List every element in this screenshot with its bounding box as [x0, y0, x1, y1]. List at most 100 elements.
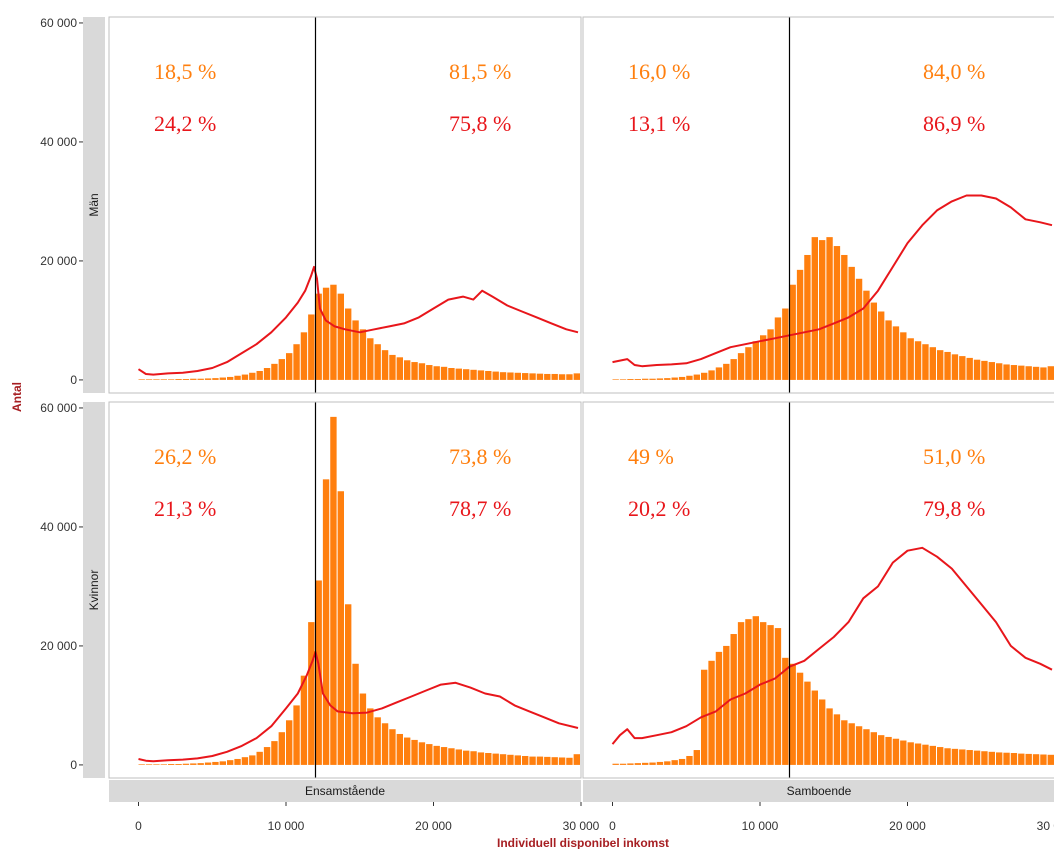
histogram-bar	[929, 745, 936, 765]
histogram-bar	[634, 379, 641, 380]
histogram-bar	[507, 372, 514, 380]
histogram-bar	[634, 763, 641, 765]
histogram-bar	[293, 705, 300, 765]
histogram-bar	[730, 359, 737, 380]
histogram-bar	[300, 332, 308, 380]
histogram-bar	[204, 378, 212, 380]
column-facet-strip	[109, 780, 581, 802]
y-tick-label: 60 000	[40, 401, 77, 415]
histogram-bar	[730, 634, 737, 765]
histogram-bar	[522, 373, 529, 380]
histogram-bar	[470, 751, 477, 765]
histogram-bar	[922, 344, 929, 380]
histogram-bar	[529, 373, 536, 380]
histogram-bar	[656, 378, 664, 380]
histogram-bar	[907, 338, 914, 380]
histogram-bar	[153, 764, 160, 765]
histogram-bar	[804, 681, 811, 765]
histogram-bar	[944, 748, 951, 765]
histogram-bar	[212, 761, 219, 765]
histogram-bar	[1032, 366, 1040, 380]
histogram-bar	[811, 237, 818, 380]
histogram-bar	[951, 354, 959, 380]
histogram-bar	[1025, 753, 1032, 765]
histogram-bar	[988, 751, 995, 765]
histogram-bar	[433, 745, 440, 765]
histogram-bar	[988, 362, 995, 380]
histogram-bar	[175, 764, 182, 765]
histogram-bar	[996, 752, 1003, 765]
histogram-bar	[922, 744, 929, 765]
histogram-bar	[723, 363, 730, 380]
histogram-bar	[455, 749, 462, 765]
histogram-bar	[234, 375, 241, 380]
histogram-bar	[804, 254, 811, 380]
histogram-bar	[966, 750, 973, 765]
column-facet-strip	[583, 780, 1054, 802]
histogram-bar	[789, 284, 796, 380]
histogram-bar	[693, 750, 700, 765]
right-share-label-red: 75,8 %	[449, 111, 511, 136]
histogram-bar	[627, 379, 634, 380]
y-tick-label: 20 000	[40, 639, 77, 653]
histogram-bar	[1010, 753, 1018, 765]
histogram-bar	[1025, 366, 1032, 380]
histogram-bar	[678, 376, 686, 380]
histogram-bar	[536, 373, 544, 380]
histogram-bar	[241, 757, 249, 765]
left-share-label-orange: 16,0 %	[628, 59, 690, 84]
histogram-bar	[153, 379, 160, 380]
histogram-bar	[551, 373, 558, 380]
histogram-bar	[612, 763, 619, 765]
histogram-bar	[573, 754, 580, 765]
histogram-bar	[175, 379, 182, 380]
histogram-bar	[642, 762, 649, 765]
histogram-bar	[1003, 752, 1010, 765]
histogram-bar	[789, 663, 796, 765]
histogram-bar	[345, 604, 352, 765]
histogram-bar	[455, 368, 462, 380]
histogram-bar	[190, 763, 197, 765]
right-share-label-orange: 84,0 %	[923, 59, 985, 84]
y-tick-label: 0	[70, 373, 77, 387]
histogram-bar	[870, 302, 877, 380]
histogram-bar	[160, 379, 167, 380]
column-facet-label: Samboende	[787, 784, 852, 798]
histogram-bar	[138, 764, 145, 765]
histogram-bar	[470, 369, 477, 380]
histogram-bar	[477, 752, 485, 765]
histogram-bar	[737, 622, 745, 765]
histogram-bar	[774, 628, 782, 765]
histogram-bar	[204, 762, 212, 765]
histogram-bar	[300, 675, 308, 765]
histogram-bar	[715, 367, 723, 380]
histogram-bar	[551, 757, 558, 765]
histogram-bar	[337, 491, 344, 765]
histogram-bar	[308, 622, 315, 765]
histogram-bar	[760, 335, 767, 380]
histogram-bar	[1010, 365, 1018, 380]
histogram-bar	[767, 625, 774, 765]
panel-border	[108, 401, 582, 779]
histogram-bar	[404, 737, 411, 765]
histogram-bar	[981, 751, 988, 765]
histogram-bar	[767, 329, 774, 380]
histogram-bar	[359, 693, 367, 765]
histogram-bar	[522, 755, 529, 765]
histogram-bar	[664, 761, 671, 765]
histogram-bar	[168, 379, 175, 380]
histogram-bar	[878, 735, 885, 765]
histogram-bar	[440, 747, 448, 765]
histogram-bar	[929, 347, 936, 380]
histogram-bar	[937, 747, 944, 765]
histogram-bar	[826, 708, 833, 765]
histogram-bar	[833, 246, 841, 380]
histogram-bar	[848, 266, 855, 380]
facet-panel-kvinnor-ensamstende: 26,2 % 21,3 % 73,8 % 78,7 %	[108, 401, 582, 779]
histogram-bar	[796, 672, 804, 765]
distribution-line	[611, 546, 1053, 745]
histogram-bar	[367, 338, 374, 380]
x-tick-label: 30 000	[563, 819, 600, 833]
histogram-bar	[796, 269, 804, 380]
